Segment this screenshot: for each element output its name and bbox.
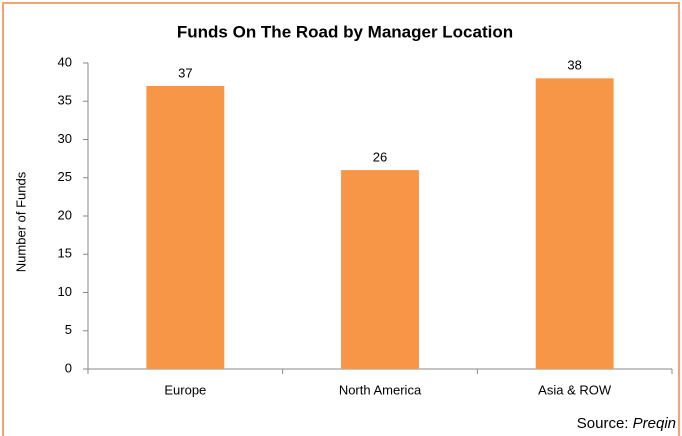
source: Source: Preqin xyxy=(577,415,676,432)
y-tick-label: 0 xyxy=(65,360,72,375)
y-tick-label: 40 xyxy=(58,54,72,69)
source-label: Source: xyxy=(577,415,629,432)
y-tick-label: 35 xyxy=(58,93,72,108)
x-tick-label: Europe xyxy=(164,382,206,397)
x-tick-label: Asia & ROW xyxy=(538,382,612,397)
y-axis-label: Number of Funds xyxy=(13,171,28,272)
y-tick-label: 25 xyxy=(58,169,72,184)
data-label: 26 xyxy=(373,150,387,165)
source-name: Preqin xyxy=(633,415,676,432)
y-tick-label: 20 xyxy=(58,207,72,222)
bar xyxy=(535,78,614,370)
data-label: 37 xyxy=(178,65,192,80)
y-tick-label: 5 xyxy=(65,322,72,337)
chart-title: Funds On The Road by Manager Location xyxy=(177,22,513,41)
data-label: 38 xyxy=(567,58,581,73)
y-tick-label: 15 xyxy=(58,246,72,261)
bar xyxy=(341,170,419,369)
y-tick-label: 30 xyxy=(58,131,72,146)
y-tick-label: 10 xyxy=(58,284,72,299)
x-tick-label: North America xyxy=(339,382,422,397)
bar xyxy=(146,85,225,369)
